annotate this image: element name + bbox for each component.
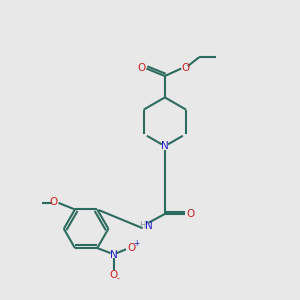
Text: H: H [139, 221, 145, 230]
Text: N: N [110, 250, 118, 260]
Text: O: O [137, 63, 145, 73]
Text: N: N [161, 141, 169, 151]
Text: O: O [110, 270, 118, 280]
Text: -: - [116, 274, 119, 284]
Text: O: O [49, 197, 57, 207]
Text: O: O [127, 243, 136, 253]
Text: +: + [133, 239, 140, 248]
Text: O: O [182, 63, 190, 73]
Text: O: O [186, 209, 194, 219]
Text: N: N [145, 221, 152, 231]
